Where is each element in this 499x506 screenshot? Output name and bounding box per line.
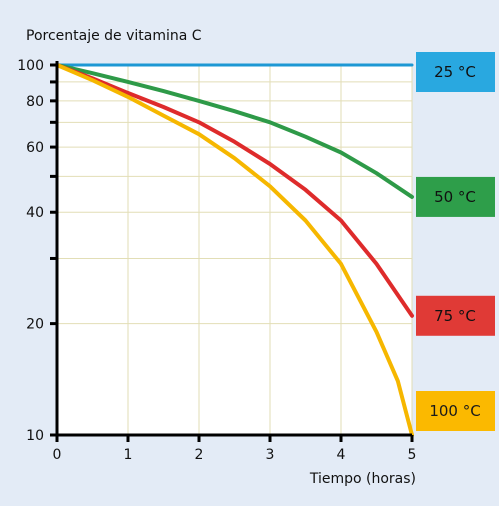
series-label-box xyxy=(416,176,495,217)
plot-area xyxy=(57,65,412,435)
series-label-text: 25 °C xyxy=(434,63,476,81)
series-label-4: 100 °C xyxy=(416,391,495,431)
series-labels: 25 °C 50 °C 75 °C 100 °C xyxy=(416,52,495,431)
tick-labels: 10 20 40 60 80 100 0 1 2 3 4 5 xyxy=(17,58,416,463)
y-tick-label: 40 xyxy=(26,205,44,221)
y-tick-label: 80 xyxy=(26,94,44,110)
x-tick-label: 4 xyxy=(337,447,346,463)
series-label-box xyxy=(416,295,495,336)
grid-lines xyxy=(57,65,413,435)
y-tick-label: 100 xyxy=(17,58,44,74)
x-axis-title: Tiempo (horas) xyxy=(309,471,416,487)
x-tick-label: 2 xyxy=(195,447,204,463)
y-axis-title: Porcentaje de vitamina C xyxy=(26,28,202,44)
y-tick-label: 60 xyxy=(26,140,44,156)
x-tick-label: 0 xyxy=(53,447,62,463)
series-label-text: 75 °C xyxy=(434,307,476,325)
y-tick-label: 10 xyxy=(26,428,44,444)
series-label-text: 50 °C xyxy=(434,188,476,206)
series-label-2: 50 °C xyxy=(416,176,495,217)
x-tick-label: 3 xyxy=(266,447,275,463)
y-tick-label: 20 xyxy=(26,317,44,333)
series-label-text: 100 °C xyxy=(429,402,480,420)
series-line-2 xyxy=(55,63,414,199)
axes xyxy=(50,61,414,442)
series-label-1: 25 °C xyxy=(416,52,495,92)
series-line-4 xyxy=(55,63,414,437)
series-label-box xyxy=(416,52,495,92)
x-tick-label: 5 xyxy=(408,447,417,463)
series-line-3 xyxy=(55,63,414,318)
series-lines xyxy=(55,63,414,437)
series-label-box xyxy=(416,391,495,431)
series-label-3: 75 °C xyxy=(416,295,495,336)
x-tick-label: 1 xyxy=(124,447,133,463)
